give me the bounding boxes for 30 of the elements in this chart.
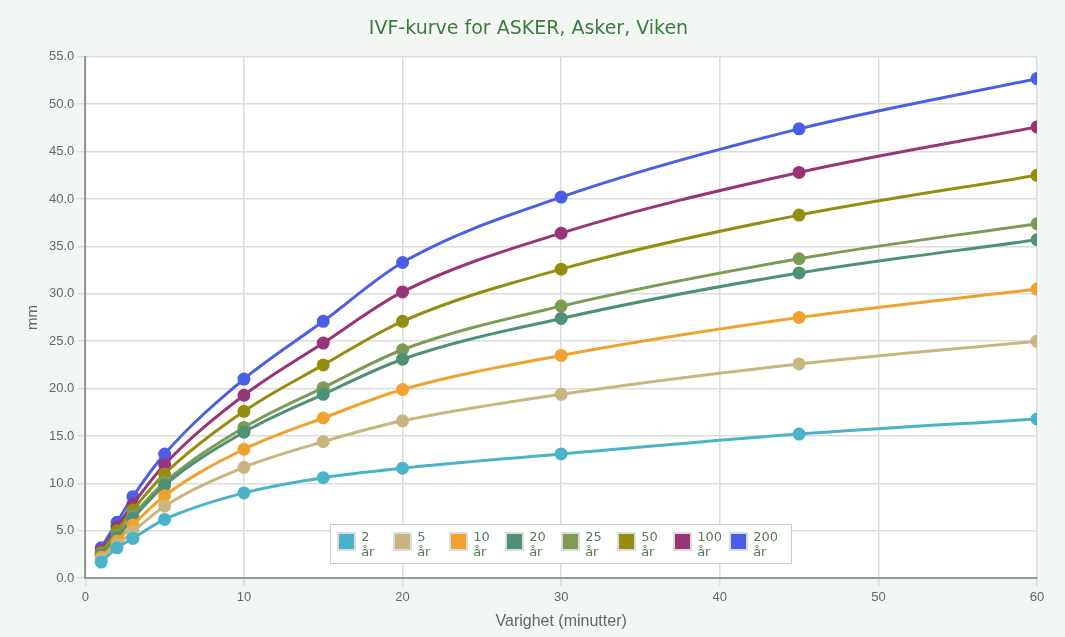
y-tick-label: 30.0 [48, 285, 75, 301]
x-axis-title: Varighet (minutter) [495, 611, 627, 629]
legend-label: 5 år [417, 529, 431, 560]
legend-label: 20 år [529, 529, 546, 560]
y-tick-label: 35.0 [48, 237, 75, 253]
y-tick-label: 20.0 [48, 380, 75, 396]
y-tick-label: 45.0 [48, 143, 75, 159]
legend-label: 2 år [361, 529, 375, 560]
legend-label: 200 år [753, 529, 778, 560]
y-tick-label: 55.0 [48, 48, 75, 64]
y-tick-label: 5.0 [56, 522, 75, 538]
chart-title: IVF-kurve for ASKER, Asker, Viken [368, 16, 689, 39]
legend-label: 50 år [641, 529, 658, 560]
legend-label: 100 år [697, 529, 722, 560]
x-tick-label: 50 [871, 588, 886, 604]
legend-label: 25 år [585, 529, 602, 560]
y-tick-label: 10.0 [48, 474, 75, 490]
y-tick-label: 40.0 [48, 190, 75, 206]
legend-label: 10 år [473, 529, 490, 560]
x-tick-label: 30 [553, 588, 569, 604]
y-tick-label: 50.0 [48, 95, 75, 111]
x-tick-label: 60 [1029, 588, 1045, 604]
x-tick-label: 20 [395, 588, 410, 604]
x-tick-label: 10 [236, 588, 252, 604]
y-tick-label: 25.0 [48, 332, 75, 348]
x-tick-label: 40 [712, 588, 727, 604]
y-axis-title: mm [23, 305, 41, 330]
y-tick-label: 15.0 [48, 427, 75, 443]
y-tick-label: 0.0 [56, 569, 75, 585]
x-tick-label: 0 [81, 588, 89, 604]
